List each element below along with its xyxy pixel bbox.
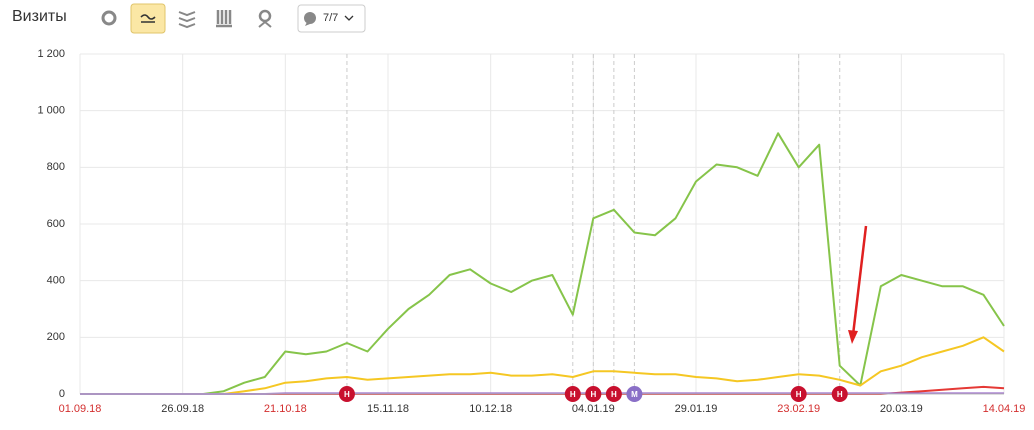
x-tick-label: 29.01.19 xyxy=(675,403,718,415)
annotation-marker[interactable]: Н xyxy=(585,386,602,402)
annotation-label: Н xyxy=(344,390,350,399)
pie-button[interactable] xyxy=(101,10,117,26)
annotation-dot xyxy=(585,386,602,402)
annotation-dot xyxy=(626,386,643,402)
y-tick-label: 0 xyxy=(59,388,65,400)
x-tick-label: 04.01.19 xyxy=(572,403,615,415)
series-line xyxy=(80,132,1005,395)
annotation-dot xyxy=(605,386,622,402)
annotation-dot xyxy=(338,386,355,402)
widget-title: Визиты xyxy=(12,8,67,25)
filter-label: 7/7 xyxy=(323,12,338,24)
annotations-filter[interactable]: 7/7 xyxy=(297,4,366,33)
map-button[interactable] xyxy=(258,9,272,28)
annotation-label: Н xyxy=(570,390,576,399)
y-tick-label: 600 xyxy=(47,218,65,230)
annotation-label: Н xyxy=(611,390,617,399)
annotation-label: Н xyxy=(796,390,802,399)
line-button[interactable] xyxy=(130,3,166,34)
y-tick-label: 1 200 xyxy=(37,48,65,60)
annotation-dot xyxy=(790,386,807,402)
annotation-marker[interactable]: Н xyxy=(605,386,622,402)
y-tick-label: 1 000 xyxy=(37,105,65,117)
arrow xyxy=(851,225,868,336)
annotation-dot xyxy=(564,386,581,402)
arrow-head xyxy=(848,330,858,344)
x-tick-label: 26.09.18 xyxy=(161,403,204,415)
annotation-label: Н xyxy=(590,390,596,399)
annotation-label: М xyxy=(631,390,638,399)
x-tick-label: 23.02.19 xyxy=(777,403,820,415)
annotation-label: Н xyxy=(837,390,843,399)
bar-button[interactable] xyxy=(216,10,232,28)
y-tick-label: 200 xyxy=(47,331,65,343)
y-tick-label: 400 xyxy=(47,275,65,287)
annotation-marker[interactable]: Н xyxy=(831,386,848,402)
x-tick-label: 10.12.18 xyxy=(469,403,512,415)
annotation-marker[interactable]: Н xyxy=(564,386,581,402)
x-tick-label: 20.03.19 xyxy=(880,403,923,415)
x-tick-label: 21.10.18 xyxy=(264,403,307,415)
y-tick-label: 800 xyxy=(47,161,65,173)
x-tick-label: 14.04.19 xyxy=(983,403,1026,415)
annotation-marker[interactable]: Н xyxy=(790,386,807,402)
area-button[interactable] xyxy=(178,11,196,29)
series-line xyxy=(80,336,1005,395)
annotation-dot xyxy=(831,386,848,402)
x-tick-label: 15.11.18 xyxy=(367,403,409,415)
annotation-marker[interactable]: М xyxy=(626,386,643,402)
annotation-marker[interactable]: Н xyxy=(338,386,355,402)
x-tick-label: 01.09.18 xyxy=(59,403,102,415)
